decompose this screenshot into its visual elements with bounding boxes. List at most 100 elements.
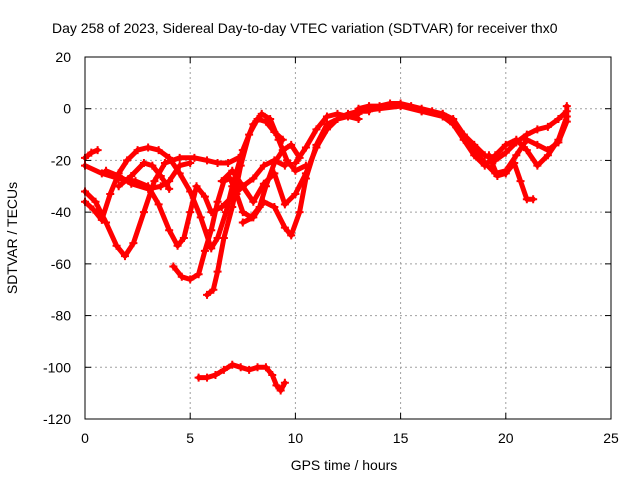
data-point	[480, 161, 489, 170]
data-point	[175, 153, 184, 162]
data-point	[261, 363, 270, 372]
data-point	[102, 166, 111, 175]
data-point	[257, 109, 266, 118]
data-point	[211, 371, 220, 380]
plot-frame	[84, 56, 612, 420]
data-point	[213, 159, 222, 168]
data-point	[510, 159, 519, 168]
grid	[85, 57, 611, 419]
data-point	[322, 112, 331, 121]
series-trace-h	[116, 160, 172, 192]
data-point	[133, 146, 142, 155]
series-trace-j	[240, 111, 361, 238]
data-point	[493, 171, 502, 180]
data-point	[106, 190, 115, 199]
data-point	[238, 182, 247, 191]
data-point	[186, 208, 195, 217]
data-point	[93, 146, 102, 155]
data-point	[196, 213, 205, 222]
data-point	[344, 112, 352, 121]
data-point	[512, 138, 521, 147]
data-point	[484, 151, 493, 160]
data-point	[114, 182, 123, 191]
data-point	[554, 115, 563, 124]
data-point	[194, 373, 203, 382]
data-point	[228, 360, 237, 369]
data-point	[270, 159, 279, 168]
data-point	[280, 200, 289, 209]
x-tick-label: 15	[393, 430, 409, 446]
data-point	[375, 104, 384, 113]
data-point	[266, 115, 275, 124]
data-point	[501, 169, 510, 178]
data-point	[190, 153, 199, 162]
data-point	[112, 241, 121, 250]
x-tick-label: 5	[186, 430, 194, 446]
data-point	[245, 365, 254, 374]
data-point	[217, 202, 226, 211]
data-point	[97, 169, 106, 178]
data-point	[213, 267, 222, 276]
data-point	[249, 197, 258, 206]
data-point	[249, 174, 258, 183]
data-traces	[81, 99, 571, 395]
data-point	[228, 166, 237, 175]
data-point	[123, 156, 132, 165]
data-point	[354, 115, 363, 124]
data-point	[278, 146, 287, 155]
data-point	[91, 197, 100, 206]
y-tick-label: -20	[51, 152, 71, 168]
data-point	[280, 378, 289, 387]
y-axis-label: SDTVAR / TECUs	[4, 182, 20, 294]
data-point	[259, 161, 268, 170]
data-point	[87, 148, 96, 157]
data-point	[533, 140, 542, 149]
data-point	[287, 140, 296, 149]
data-point	[236, 161, 245, 170]
series-trace-g	[103, 160, 193, 192]
data-point	[154, 146, 163, 155]
y-tick-label: -80	[51, 308, 71, 324]
data-point	[322, 120, 331, 129]
data-point	[203, 290, 212, 299]
data-point	[533, 125, 542, 134]
y-tick-label: -40	[51, 204, 71, 220]
x-tick-label: 0	[81, 430, 89, 446]
data-point	[312, 140, 321, 149]
data-point	[238, 218, 247, 227]
data-point	[245, 130, 254, 139]
data-point	[120, 252, 129, 261]
data-point	[97, 215, 106, 224]
y-tick-label: 20	[55, 49, 71, 65]
data-point	[165, 226, 174, 235]
data-point	[522, 130, 531, 139]
data-point	[144, 184, 153, 193]
data-point	[253, 115, 262, 124]
y-tick-label: -60	[51, 256, 71, 272]
data-point	[417, 107, 426, 116]
data-point	[459, 130, 468, 139]
data-point	[282, 156, 291, 165]
data-point	[179, 234, 188, 242]
data-point	[259, 197, 268, 206]
data-point	[228, 202, 237, 211]
data-point	[224, 159, 233, 168]
data-point	[501, 148, 510, 157]
x-tick-label: 20	[498, 430, 514, 446]
data-point	[127, 171, 136, 180]
data-point	[449, 117, 458, 126]
data-point	[268, 371, 277, 380]
data-point	[533, 161, 542, 170]
data-point	[270, 127, 279, 136]
data-point	[144, 143, 153, 152]
y-tick-label: -120	[43, 411, 71, 427]
data-point	[219, 234, 228, 242]
data-point	[312, 125, 321, 134]
data-point	[156, 171, 165, 180]
data-point	[219, 365, 228, 374]
data-point	[217, 177, 226, 186]
data-point	[165, 184, 174, 193]
x-tick-label: 10	[288, 430, 304, 446]
data-point	[396, 102, 405, 111]
